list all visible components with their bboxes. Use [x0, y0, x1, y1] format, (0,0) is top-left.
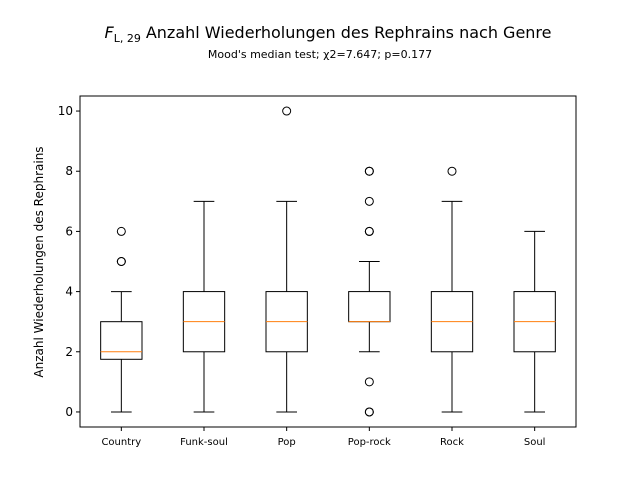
chart-subtitle: Mood's median test; χ2=7.647; p=0.177 — [208, 48, 432, 61]
box-country — [100, 321, 143, 360]
plot-area: 0 2 4 6 8 10 Country Funk-soul Pop Pop-rock Rock So… — [58, 95, 577, 448]
y-tick-label: 8 — [65, 164, 73, 178]
x-tick-label: Funk-soul — [180, 437, 228, 448]
x-tick-label: Country — [101, 437, 141, 448]
flier-pop — [282, 106, 292, 116]
x-tick-label: Soul — [524, 437, 546, 448]
x-tick-label: Pop — [278, 437, 296, 448]
flier-country — [116, 257, 126, 266]
title-prefix: F — [105, 23, 115, 42]
y-axis-label: Anzahl Wiederholungen des Rephrains — [32, 146, 46, 377]
flier-pop-rock — [364, 407, 374, 417]
title-text: Anzahl Wiederholungen des Rephrains nach… — [146, 23, 552, 42]
y-tick-label: 0 — [65, 405, 73, 419]
y-tick-label: 4 — [65, 285, 73, 299]
chart-title: FL, 29 Anzahl Wiederholungen des Rephrain… — [105, 23, 552, 45]
flier-pop-rock — [364, 226, 374, 236]
box-pop-rock — [348, 291, 391, 323]
x-tick-label: Rock — [440, 437, 464, 448]
y-tick-label: 2 — [65, 345, 73, 359]
title-subscript: L, 29 — [114, 32, 141, 45]
flier-pop-rock — [364, 166, 374, 176]
flier-pop-rock — [364, 377, 374, 387]
x-tick-label: Pop-rock — [348, 437, 391, 448]
y-tick-label: 6 — [65, 224, 73, 238]
flier-rock — [447, 166, 457, 176]
y-tick-label: 10 — [58, 104, 73, 118]
flier-country — [116, 226, 126, 236]
flier-pop-rock — [364, 196, 374, 206]
axes-frame — [79, 95, 577, 428]
